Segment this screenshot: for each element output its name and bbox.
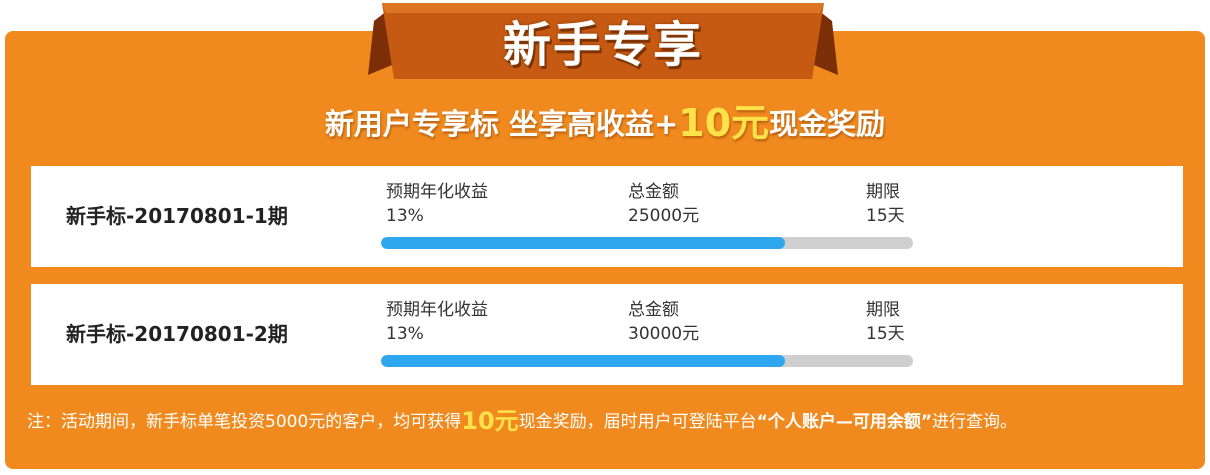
rate-label: 预期年化收益 <box>386 182 488 202</box>
banner-title: 新手专享 <box>502 17 703 73</box>
progress-bar <box>381 237 913 249</box>
progress-fill <box>381 237 786 249</box>
rate-stat: 预期年化收益 13% <box>386 298 488 346</box>
total-stat: 总金额 30000元 <box>628 298 699 346</box>
title-ribbon <box>368 3 838 79</box>
footnote: 注：活动期间，新手标单笔投资5000元的客户，均可获得10元现金奖励，届时用户可… <box>27 404 1017 438</box>
headline-text: 新用户专享标 坐享高收益+ <box>324 107 679 141</box>
note-amount: 10元 <box>461 407 519 435</box>
rate-label: 预期年化收益 <box>386 300 488 320</box>
headline-amount: 10元 <box>678 101 770 145</box>
term-label: 期限 <box>866 300 900 320</box>
banner-headline: 新用户专享标 坐享高收益+10元现金奖励 <box>0 98 1210 148</box>
note-text-3: 进行查询。 <box>932 412 1018 432</box>
headline-suffix: 现金奖励 <box>769 107 886 141</box>
progress-fill <box>381 355 786 367</box>
total-value: 30000元 <box>628 324 700 344</box>
total-value: 25000元 <box>628 206 700 226</box>
product-card[interactable]: 新手标-20170801-1期 预期年化收益 13% 总金额 25000元 期限… <box>31 166 1183 267</box>
product-name[interactable]: 新手标-20170801-1期 <box>66 204 288 228</box>
total-label: 总金额 <box>628 182 679 202</box>
rate-value: 13% <box>386 324 424 344</box>
term-value: 15天 <box>866 324 905 344</box>
product-card[interactable]: 新手标-20170801-2期 预期年化收益 13% 总金额 30000元 期限… <box>31 284 1183 385</box>
total-label: 总金额 <box>628 300 679 320</box>
progress-bar <box>381 355 913 367</box>
product-name[interactable]: 新手标-20170801-2期 <box>66 322 288 346</box>
term-stat: 期限 15天 <box>866 180 905 228</box>
note-text-2: 现金奖励，届时用户可登陆平台 <box>518 412 757 432</box>
note-account-path: “个人账户—可用余额” <box>756 412 933 432</box>
rate-stat: 预期年化收益 13% <box>386 180 488 228</box>
term-value: 15天 <box>866 206 905 226</box>
term-label: 期限 <box>866 182 900 202</box>
total-stat: 总金额 25000元 <box>628 180 699 228</box>
note-text: 注：活动期间，新手标单笔投资5000元的客户，均可获得 <box>27 412 462 432</box>
rate-value: 13% <box>386 206 424 226</box>
term-stat: 期限 15天 <box>866 298 905 346</box>
